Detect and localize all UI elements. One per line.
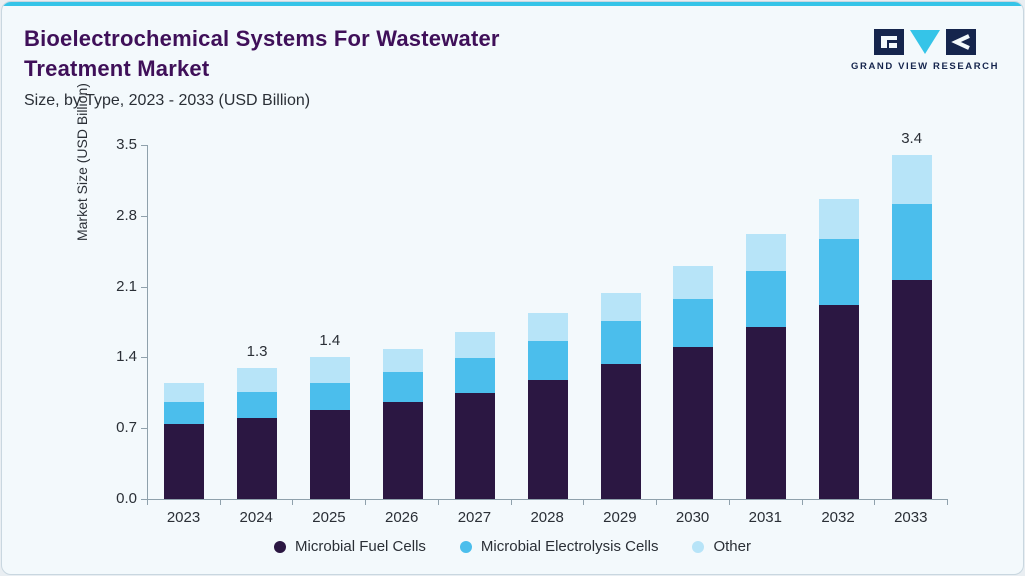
y-tick-label: 3.5 xyxy=(116,136,137,153)
bar-segment-microbial-fuel-cells-2033 xyxy=(891,279,932,499)
legend-item-other: Other xyxy=(692,538,751,555)
bar-segment-microbial-electrolysis-cells-2032 xyxy=(818,239,859,305)
bar-total-label-2025: 1.4 xyxy=(319,332,341,350)
bar-segment-microbial-electrolysis-cells-2031 xyxy=(746,271,787,328)
bar-segment-microbial-fuel-cells-2026 xyxy=(382,401,423,499)
y-tick-mark xyxy=(141,215,147,217)
bar-segment-other-2029 xyxy=(600,292,641,321)
x-category-label-2028: 2028 xyxy=(530,509,564,526)
y-tick-mark xyxy=(141,357,147,359)
bar-segment-microbial-fuel-cells-2028 xyxy=(528,379,568,499)
y-tick-mark xyxy=(141,428,147,430)
bar-segment-microbial-fuel-cells-2032 xyxy=(818,304,859,499)
x-category-label-2025: 2025 xyxy=(312,509,346,526)
bar-segment-microbial-electrolysis-cells-2023 xyxy=(164,401,205,425)
x-tick-mark xyxy=(947,500,948,505)
bar-segment-microbial-electrolysis-cells-2033 xyxy=(891,203,932,280)
legend-item-microbial-fuel-cells: Microbial Fuel Cells xyxy=(274,538,426,555)
bar-segment-microbial-fuel-cells-2030 xyxy=(673,347,714,499)
x-tick-mark xyxy=(292,500,294,505)
x-tick-mark xyxy=(874,500,876,505)
bar-total-label-2033: 3.4 xyxy=(901,130,923,148)
x-category-label-2026: 2026 xyxy=(384,509,419,526)
chart-legend: Microbial Fuel Cells Microbial Electrolys… xyxy=(2,538,1023,555)
y-tick-label: 2.1 xyxy=(116,277,137,295)
x-category-label-2033: 2033 xyxy=(894,509,928,526)
y-tick-label: 0.0 xyxy=(116,490,137,507)
x-tick-mark xyxy=(656,500,658,505)
x-category-label-2023: 2023 xyxy=(166,509,201,526)
logo-glyph-triangle-icon xyxy=(910,30,940,54)
bar-segment-other-2025 xyxy=(309,357,350,383)
chart-header: Bioelectrochemical Systems For Wastewate… xyxy=(24,24,500,110)
y-axis-title: Market Size (USD Billion) xyxy=(74,83,90,242)
logo-glyphs xyxy=(851,28,999,56)
chart-subtitle: Size, by Type, 2023 - 2033 (USD Billion) xyxy=(24,92,311,109)
legend-marker-icon xyxy=(459,540,472,553)
x-category-label-2024: 2024 xyxy=(239,509,273,526)
bar-segment-other-2026 xyxy=(382,349,423,372)
bar-segment-other-2027 xyxy=(455,332,496,359)
y-tick-mark xyxy=(141,145,147,146)
y-tick-mark xyxy=(141,286,147,288)
bar-segment-other-2024 xyxy=(237,367,278,392)
y-tick-label: 1.4 xyxy=(116,348,137,366)
legend-marker-icon xyxy=(274,540,287,553)
top-accent-bar xyxy=(2,2,1023,6)
bar-segment-microbial-electrolysis-cells-2029 xyxy=(600,321,641,365)
bar-segment-microbial-electrolysis-cells-2024 xyxy=(237,391,278,419)
bar-segment-microbial-electrolysis-cells-2027 xyxy=(455,358,496,393)
bar-segment-other-2032 xyxy=(818,198,859,240)
logo-text: GRAND VIEW RESEARCH xyxy=(851,61,1000,72)
x-category-label-2031: 2031 xyxy=(748,509,782,526)
x-tick-mark xyxy=(510,500,512,505)
page-title-line1: Bioelectrochemical Systems For Wastewate… xyxy=(24,26,500,51)
bar-segment-other-2031 xyxy=(746,234,787,272)
x-tick-mark xyxy=(365,500,367,505)
legend-marker-icon xyxy=(692,540,705,553)
bar-segment-microbial-electrolysis-cells-2028 xyxy=(528,341,568,380)
bar-segment-microbial-fuel-cells-2025 xyxy=(309,410,350,499)
bar-segment-microbial-fuel-cells-2023 xyxy=(164,424,205,499)
bar-segment-microbial-electrolysis-cells-2026 xyxy=(382,371,423,402)
logo-glyph-r-icon xyxy=(946,29,976,55)
legend-label: Microbial Electrolysis Cells xyxy=(480,538,659,555)
x-tick-mark xyxy=(728,500,730,505)
x-category-label-2027: 2027 xyxy=(457,509,492,526)
bar-segment-other-2030 xyxy=(673,266,714,299)
legend-item-microbial-electrolysis-cells: Microbial Electrolysis Cells xyxy=(459,538,659,555)
legend-label: Microbial Fuel Cells xyxy=(295,538,426,555)
x-tick-mark xyxy=(147,500,148,505)
x-tick-mark xyxy=(437,500,439,505)
x-category-label-2030: 2030 xyxy=(675,509,710,526)
y-tick-mark xyxy=(141,499,147,500)
bar-segment-microbial-fuel-cells-2024 xyxy=(237,418,278,499)
bar-segment-microbial-fuel-cells-2027 xyxy=(455,392,496,499)
x-tick-mark xyxy=(801,500,803,505)
bar-segment-other-2023 xyxy=(164,382,205,402)
y-tick-label: 2.8 xyxy=(116,206,137,224)
page-title-line2: Treatment Market xyxy=(24,56,210,81)
x-tick-mark xyxy=(583,500,585,505)
bar-segment-microbial-fuel-cells-2029 xyxy=(600,364,641,499)
page-title: Bioelectrochemical Systems For Wastewate… xyxy=(24,24,500,84)
grand-view-research-logo: GRAND VIEW RESEARCH xyxy=(851,28,999,72)
x-tick-mark xyxy=(219,500,221,505)
y-tick-label: 0.7 xyxy=(116,419,137,437)
bar-segment-other-2033 xyxy=(891,155,932,204)
x-category-label-2032: 2032 xyxy=(821,509,855,526)
x-category-label-2029: 2029 xyxy=(603,509,637,526)
bar-segment-microbial-electrolysis-cells-2030 xyxy=(673,298,714,348)
plot-area: 1.3 1.4 3.4 xyxy=(147,130,948,500)
bar-segment-microbial-electrolysis-cells-2025 xyxy=(309,382,350,410)
legend-label: Other xyxy=(713,538,751,555)
bar-total-label-2024: 1.3 xyxy=(246,342,268,360)
logo-glyph-g-icon xyxy=(874,29,904,55)
bar-segment-microbial-fuel-cells-2031 xyxy=(746,327,787,499)
bar-segment-other-2028 xyxy=(528,312,568,342)
